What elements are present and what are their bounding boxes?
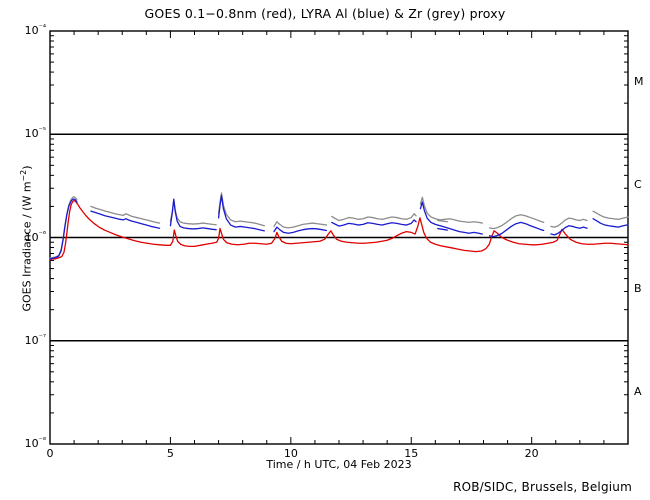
flare-class-b: B xyxy=(634,281,642,295)
x-tick-label-3: 15 xyxy=(404,447,419,460)
chart-title: GOES 0.1−0.8nm (red), LYRA Al (blue) & Z… xyxy=(144,6,506,21)
x-tick-label-0: 0 xyxy=(46,447,54,460)
y-tick-label-3: 10⁻⁷ xyxy=(24,332,46,347)
x-tick-label-1: 5 xyxy=(166,447,174,460)
y-tick-label-4: 10⁻⁸ xyxy=(24,435,46,450)
x-axis-label: Time / h UTC, 04 Feb 2023 xyxy=(266,458,412,471)
credit-text: ROB/SIDC, Brussels, Belgium xyxy=(453,480,632,494)
axis-ticks xyxy=(49,30,629,445)
y-tick-label-2: 10⁻⁶ xyxy=(24,228,46,244)
flare-class-a: A xyxy=(634,384,642,398)
x-tick-label-4: 20 xyxy=(524,447,539,460)
series-lyra-al-proxy xyxy=(49,194,629,260)
y-tick-label-1: 10⁻⁵ xyxy=(24,125,46,141)
y-tick-label-0: 10⁻⁴ xyxy=(24,22,46,37)
x-tick-label-2: 10 xyxy=(283,447,298,460)
flare-class-c: C xyxy=(634,178,642,192)
flare-class-m: M xyxy=(634,75,644,89)
series-goes-0-1-0-8nm xyxy=(49,199,629,261)
